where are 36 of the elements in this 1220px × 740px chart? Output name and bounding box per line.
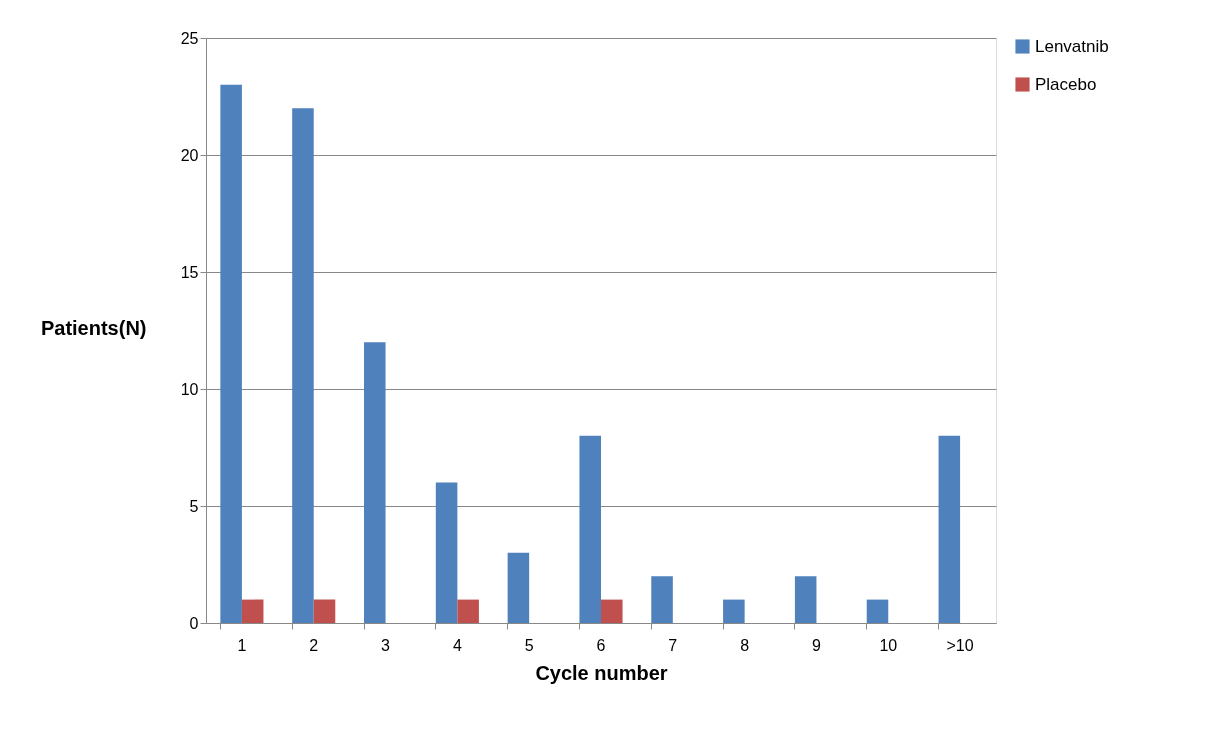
legend-label: Lenvatnib	[1035, 36, 1109, 56]
bar	[651, 576, 673, 623]
x-axis-title: Cycle number	[535, 661, 668, 684]
x-tick-label: 6	[596, 636, 606, 654]
bar	[794, 576, 817, 623]
bar	[457, 599, 479, 623]
y-tick-label: 25	[180, 29, 199, 47]
x-tick-label: 2	[309, 636, 319, 654]
y-axis-title: Patients(N)	[40, 316, 147, 339]
x-tick-label: 4	[452, 636, 462, 654]
bar	[241, 599, 264, 623]
bar	[364, 342, 386, 623]
bar	[938, 435, 961, 623]
x-tick-label: 9	[812, 636, 821, 654]
y-tick-label: 5	[189, 497, 199, 515]
x-tick-label: 5	[524, 636, 534, 654]
bar	[220, 84, 242, 623]
bar	[292, 108, 314, 623]
x-tick-label: 10	[879, 636, 898, 654]
bar	[866, 599, 889, 623]
bar	[601, 599, 623, 623]
legend-label: Placebo	[1035, 74, 1097, 94]
bar	[313, 599, 336, 623]
y-tick-label: 10	[180, 380, 199, 398]
y-tick-label: 0	[189, 614, 199, 632]
bar	[579, 435, 601, 623]
bar	[723, 599, 745, 623]
x-tick-label: >10	[946, 636, 974, 654]
x-tick-label: 7	[668, 636, 678, 654]
x-tick-label: 8	[740, 636, 750, 654]
y-tick-label: 20	[180, 146, 199, 164]
x-tick-label: 3	[381, 636, 391, 654]
bar	[507, 552, 530, 623]
y-tick-label: 15	[180, 263, 199, 281]
bar	[435, 482, 458, 623]
x-tick-label: 1	[237, 636, 247, 654]
